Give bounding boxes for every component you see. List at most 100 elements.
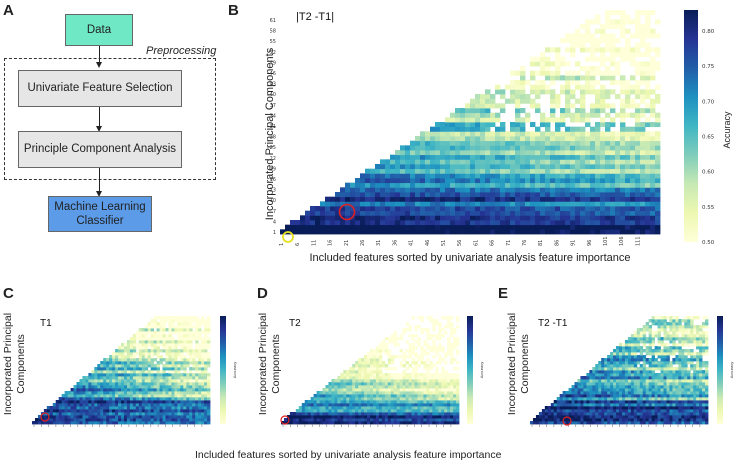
heatmap-cell — [153, 316, 157, 320]
heatmap-cell — [465, 224, 471, 230]
heatmap-cell — [156, 370, 160, 374]
heatmap-cell — [159, 316, 163, 320]
heatmap-cell — [156, 355, 160, 359]
heatmap-cell — [630, 98, 636, 104]
heatmap-cell — [610, 178, 616, 184]
heatmap-cell — [595, 66, 601, 72]
heatmap-cell — [475, 168, 481, 174]
heatmap-cell — [396, 400, 401, 404]
heatmap-cell — [415, 164, 421, 170]
heatmap-cell — [337, 379, 341, 383]
heatmap-cell — [595, 159, 601, 165]
heatmap-cell — [118, 382, 122, 386]
heatmap-cell — [340, 229, 346, 235]
heatmap-cell — [367, 415, 371, 419]
heatmap-cell — [370, 373, 374, 377]
heatmap-cell — [349, 406, 353, 410]
heatmap-cell — [600, 52, 606, 58]
heatmap-cell — [328, 385, 332, 389]
heatmap-cell — [174, 340, 178, 344]
heatmap-cell — [162, 343, 166, 347]
heatmap-cell — [118, 370, 122, 374]
heatmap-cell — [177, 325, 181, 329]
heatmap-cell — [470, 150, 476, 156]
heatmap-cell — [118, 388, 122, 392]
heatmap-cell — [375, 192, 381, 198]
heatmap-cell — [447, 409, 451, 413]
heatmap-cell — [650, 89, 656, 95]
heatmap-cell — [156, 364, 160, 368]
heatmap-cell — [553, 412, 558, 416]
preprocessing-group — [4, 58, 216, 180]
heatmap-cell — [384, 397, 389, 401]
heatmap-cell — [195, 406, 199, 410]
heatmap-cell — [76, 403, 80, 407]
heatmap-cell — [438, 361, 442, 365]
heatmap-cell — [375, 173, 381, 179]
heatmap-cell — [525, 140, 531, 146]
heatmap-cell — [183, 391, 187, 395]
heatmap-cell — [171, 325, 175, 329]
heatmap-cell — [106, 406, 110, 410]
heatmap-cell — [589, 412, 593, 416]
heatmap-cell — [589, 400, 593, 404]
heatmap-cell — [490, 187, 496, 193]
heatmap-cell — [295, 220, 301, 226]
heatmap-cell — [58, 400, 63, 404]
heatmap-cell — [550, 412, 555, 416]
heatmap-cell — [490, 178, 496, 184]
heatmap-cell — [129, 382, 134, 386]
heatmap-cell — [201, 400, 205, 404]
heatmap-cell — [417, 409, 421, 413]
heatmap-cell — [171, 367, 175, 371]
heatmap-cell — [381, 343, 386, 347]
heatmap-cell — [500, 122, 506, 128]
heatmap-cell — [555, 94, 561, 100]
heatmap-cell — [600, 220, 606, 226]
heatmap-cell — [648, 409, 653, 413]
heatmap-cell — [470, 159, 476, 165]
heatmap-cell — [441, 412, 445, 416]
heatmap-cell — [298, 406, 303, 410]
heatmap-cell — [460, 122, 466, 128]
heatmap-cell — [195, 355, 199, 359]
heatmap-cell — [480, 126, 486, 132]
heatmap-cell — [447, 337, 451, 341]
heatmap-cell — [390, 206, 396, 212]
heatmap-cell — [380, 173, 386, 179]
heatmap-cell — [153, 391, 157, 395]
heatmap-cell — [201, 376, 205, 380]
heatmap-cell — [370, 361, 374, 365]
heatmap-cell — [530, 103, 536, 109]
heatmap-cell — [450, 388, 454, 392]
heatmap-cell — [358, 373, 362, 377]
heatmap-cell — [109, 418, 113, 422]
heatmap-cell — [577, 403, 581, 407]
heatmap-cell — [635, 131, 641, 137]
heatmap-cell — [485, 215, 491, 221]
heatmap-cell — [88, 412, 92, 416]
heatmap-cell — [64, 415, 68, 419]
heatmap-cell — [441, 376, 445, 380]
heatmap-cell — [425, 145, 431, 151]
heatmap-cell — [655, 215, 661, 221]
heatmap-cell — [565, 103, 571, 109]
heatmap-cell — [126, 340, 131, 344]
heatmap-cell — [370, 178, 376, 184]
heatmap-cell — [562, 418, 566, 422]
heatmap-cell — [565, 421, 569, 425]
heatmap-cell — [129, 376, 134, 380]
heatmap-cell — [76, 391, 80, 395]
heatmap-cell — [76, 388, 80, 392]
heatmap-cell — [535, 187, 541, 193]
heatmap-cell — [678, 412, 682, 416]
heatmap-cell — [361, 418, 365, 422]
heatmap-cell — [198, 412, 202, 416]
heatmap-cell — [450, 376, 454, 380]
heatmap-cell — [450, 159, 456, 165]
heatmap-cell — [204, 397, 208, 401]
heatmap-c-ylabel-text: Incorporated Principal Components — [2, 312, 27, 416]
heatmap-cell — [171, 364, 175, 368]
heatmap-cell — [423, 406, 427, 410]
heatmap-cell — [435, 131, 441, 137]
